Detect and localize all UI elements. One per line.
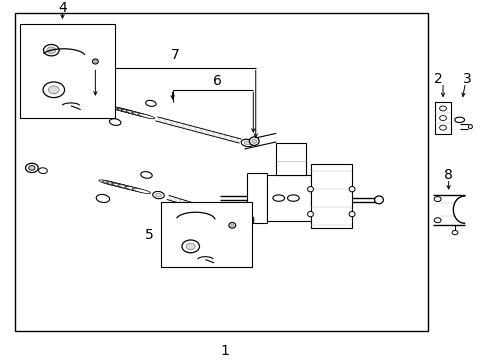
Circle shape [439,125,446,130]
Ellipse shape [244,216,253,223]
Text: 5: 5 [144,228,153,242]
Ellipse shape [348,211,354,217]
Circle shape [43,82,64,98]
Ellipse shape [25,163,38,172]
Text: 6: 6 [213,74,222,88]
Ellipse shape [251,139,256,143]
Ellipse shape [126,111,149,117]
Ellipse shape [90,100,96,104]
Ellipse shape [374,196,383,204]
Ellipse shape [241,217,253,225]
Ellipse shape [29,166,35,170]
Ellipse shape [307,211,313,217]
Ellipse shape [99,180,117,185]
Circle shape [433,197,440,202]
Ellipse shape [117,108,140,115]
Ellipse shape [87,98,99,107]
Ellipse shape [102,181,124,187]
Ellipse shape [118,185,142,192]
Bar [266,175,310,221]
Ellipse shape [39,168,47,174]
Text: 4: 4 [58,1,67,15]
Ellipse shape [307,186,313,192]
Ellipse shape [247,217,251,221]
Circle shape [48,86,59,94]
Ellipse shape [43,45,59,56]
Circle shape [439,116,446,121]
Ellipse shape [230,224,233,227]
Ellipse shape [468,125,471,129]
Ellipse shape [96,194,109,203]
Bar [20,24,115,118]
Ellipse shape [244,141,250,145]
Bar [161,202,251,267]
Ellipse shape [131,112,152,118]
Ellipse shape [111,183,138,190]
Ellipse shape [92,59,98,64]
Ellipse shape [114,107,134,113]
Ellipse shape [272,195,284,201]
Ellipse shape [228,222,235,228]
Circle shape [433,218,440,223]
Ellipse shape [145,100,156,106]
Circle shape [186,243,195,249]
Ellipse shape [152,192,164,199]
Ellipse shape [249,137,259,145]
Ellipse shape [348,186,354,192]
Circle shape [182,240,199,253]
Ellipse shape [454,117,464,122]
Ellipse shape [47,47,56,53]
Bar [15,13,427,332]
Text: 7: 7 [171,48,180,62]
Ellipse shape [241,139,253,147]
Bar [276,143,305,175]
Text: 2: 2 [433,72,442,86]
Ellipse shape [124,186,146,193]
Ellipse shape [138,114,154,119]
Ellipse shape [111,107,128,112]
Circle shape [439,106,446,111]
Ellipse shape [132,188,150,194]
Circle shape [451,230,457,235]
Ellipse shape [287,195,299,201]
Ellipse shape [109,119,121,125]
Text: 8: 8 [443,168,452,182]
Bar [434,102,450,134]
Ellipse shape [106,182,131,189]
Text: 1: 1 [220,344,229,358]
Ellipse shape [155,193,161,197]
Ellipse shape [244,220,250,223]
Ellipse shape [141,172,152,178]
Ellipse shape [94,60,97,63]
Bar [310,164,351,228]
Ellipse shape [121,109,144,116]
Text: 3: 3 [462,72,470,86]
